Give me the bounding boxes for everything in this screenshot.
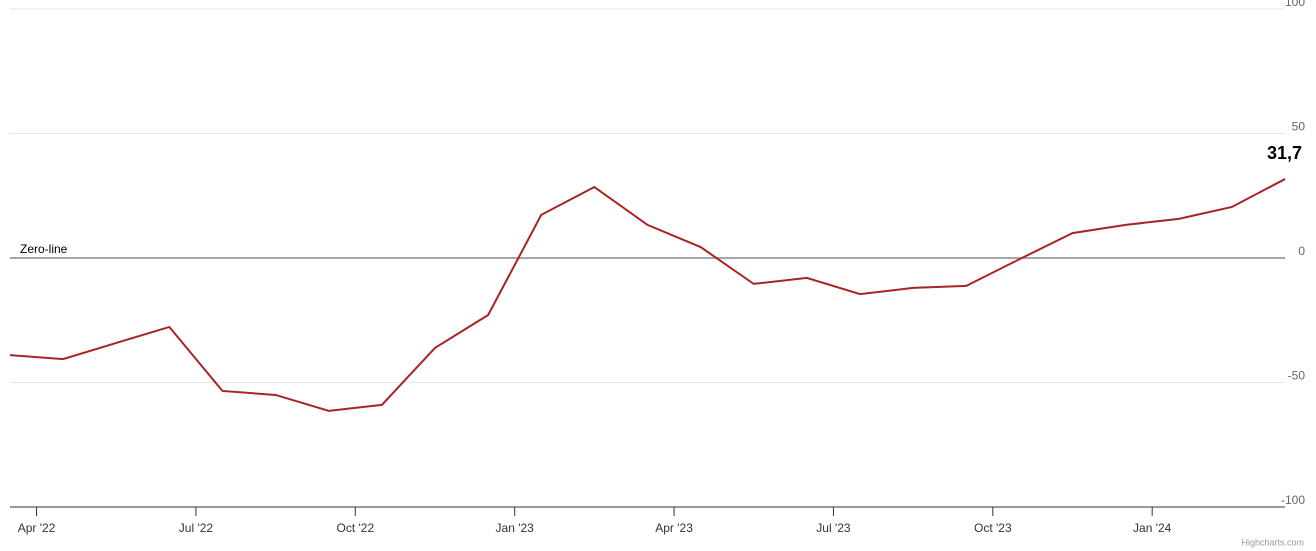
y-tick-label: -50: [1288, 369, 1306, 383]
x-tick-label: Jul '23: [816, 521, 851, 535]
value-label: 31,7: [1267, 143, 1302, 163]
plot-line-label: Zero-line: [20, 242, 68, 256]
x-tick-label: Jan '24: [1133, 521, 1172, 535]
x-tick-label: Apr '22: [18, 521, 56, 535]
y-tick-label: 100: [1285, 0, 1305, 9]
y-tick-label: -100: [1281, 493, 1305, 507]
x-tick-label: Oct '22: [336, 521, 374, 535]
x-tick-label: Oct '23: [974, 521, 1012, 535]
y-tick-label: 0: [1298, 244, 1305, 258]
credits[interactable]: Highcharts.com: [1241, 537, 1304, 547]
line: [9, 178, 1286, 412]
y-tick-label: 50: [1292, 120, 1306, 134]
x-tick-label: Jan '23: [496, 521, 535, 535]
x-tick-label: Apr '23: [655, 521, 693, 535]
x-tick-label: Jul '22: [179, 521, 214, 535]
